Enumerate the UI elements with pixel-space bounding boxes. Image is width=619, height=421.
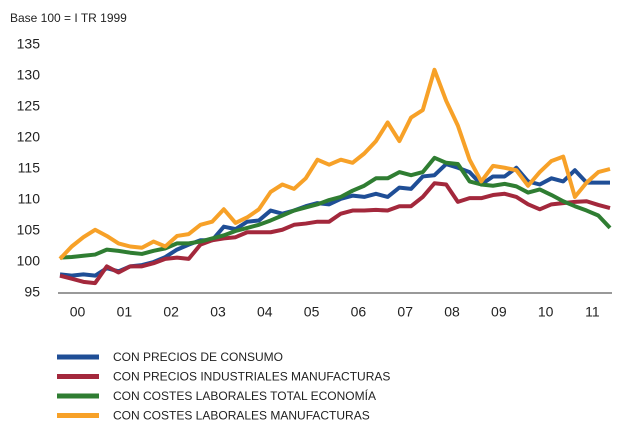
x-tick-label: 06 <box>351 304 367 320</box>
legend-label: CON PRECIOS INDUSTRIALES MANUFACTURAS <box>113 370 390 384</box>
y-tick-label: 125 <box>17 98 41 114</box>
x-tick-label: 00 <box>70 304 86 320</box>
x-tick-label: 07 <box>397 304 413 320</box>
x-tick-label: 11 <box>585 304 600 320</box>
y-tick-label: 100 <box>17 253 41 269</box>
x-tick-label: 05 <box>304 304 320 320</box>
line-series <box>59 155 612 260</box>
legend-label: CON COSTES LABORALES MANUFACTURAS <box>113 409 370 421</box>
y-tick-label: 135 <box>17 36 41 52</box>
chart-subtitle: Base 100 = I TR 1999 <box>10 11 127 25</box>
y-tick-label: 95 <box>24 284 40 300</box>
y-tick-label: 115 <box>18 160 41 176</box>
y-tick-label: 130 <box>17 67 41 83</box>
x-tick-label: 02 <box>163 304 179 320</box>
x-tick-label: 09 <box>491 304 507 320</box>
x-tick-label: 04 <box>257 304 273 320</box>
y-tick-label: 105 <box>17 222 41 238</box>
legend-label: CON COSTES LABORALES TOTAL ECONOMÍA <box>113 388 376 403</box>
y-tick-label: 110 <box>18 191 41 207</box>
x-tick-label: 10 <box>538 304 554 320</box>
x-tick-label: 03 <box>210 304 226 320</box>
legend-label: CON PRECIOS DE CONSUMO <box>113 350 283 364</box>
x-tick-label: 08 <box>444 304 460 320</box>
x-tick-label: 01 <box>117 304 133 320</box>
line-series <box>58 67 611 261</box>
line-series <box>59 181 611 286</box>
y-tick-label: 120 <box>17 129 41 145</box>
